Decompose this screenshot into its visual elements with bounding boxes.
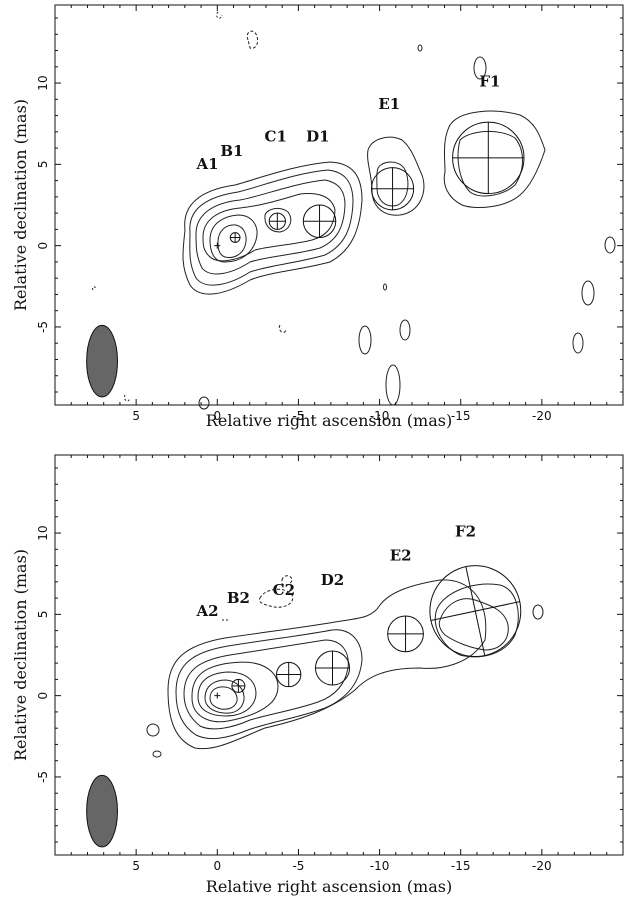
plot-frame [54,4,624,406]
contour-level-4 [191,661,279,723]
contour-f1-inner [457,131,523,197]
model-components [214,121,525,249]
noise-contour [532,604,544,620]
noise-contour [572,332,584,354]
component-axis [465,566,486,656]
noise-contour [152,750,162,758]
panel-bottom: 5 0 -5 -10 -15 -20 -5 0 5 10 A2 B2 C2 D2 E2 F2 Relativ… [11,454,624,896]
y-axis-label: Relative declination (mas) [11,99,30,311]
x-tick-label: 5 [132,859,140,873]
negative-contour [91,286,97,291]
contour-level-1 [182,161,363,295]
contour-level-2 [175,629,363,740]
component-label: D2 [321,571,344,589]
noise-contour [473,56,487,80]
component-circle [429,565,522,658]
contour-level-6 [217,224,247,258]
component-label: B1 [220,142,243,160]
axis-ticks: 5 0 -5 -10 -15 -20 -5 0 5 10 [36,5,623,423]
contour-level-5 [197,671,257,717]
noise-contour [358,325,372,355]
noise-contour [399,319,411,341]
x-tick-label: -5 [292,859,304,873]
negative-contour [259,588,294,608]
x-tick-label: -10 [370,409,390,423]
x-tick-label: 0 [213,859,221,873]
contour-level-3 [195,179,346,275]
x-tick-label: -15 [451,859,471,873]
noise-contour [198,396,210,410]
component-label: E2 [390,547,412,565]
x-axis-label: Relative right ascension (mas) [206,411,452,430]
contour-f1-outer [443,110,546,208]
y-tick-label: 10 [36,525,50,540]
contour-level-4 [202,193,336,262]
noise-contour [385,364,401,406]
contour-level-1 [167,579,487,750]
component-label: E1 [378,95,400,113]
noise-contour [383,283,387,291]
y-tick-label: -5 [36,321,50,333]
component-label: F1 [479,72,500,90]
beam [86,324,118,398]
contour-level-5 [209,214,258,263]
noise-contour [146,723,160,737]
x-axis-label: Relative right ascension (mas) [206,877,452,896]
beam-ellipse [86,324,118,398]
y-tick-label: 0 [36,692,50,700]
component-label: A2 [196,602,219,620]
beam-ellipse [86,774,118,848]
x-tick-label: -5 [292,409,304,423]
x-tick-label: 0 [213,409,221,423]
y-tick-label: 5 [36,611,50,619]
contour-level-3 [183,639,349,730]
negative-contour [124,394,131,402]
contour-map [91,11,616,410]
plot-frame [54,454,624,856]
component-label: B2 [227,589,250,607]
component-label: A1 [196,155,219,173]
y-axis-label: Relative declination (mas) [11,549,30,761]
noise-contour [604,236,616,254]
x-tick-label: -15 [451,409,471,423]
x-tick-label: -20 [532,859,552,873]
contour-map [146,575,544,758]
component-label: C2 [273,581,295,599]
contour-f2-inner [438,598,509,651]
y-tick-label: -5 [36,771,50,783]
negative-contour [216,11,223,19]
contour-e1-inner [376,161,409,207]
component-label: F2 [455,522,476,540]
x-tick-label: 5 [132,409,140,423]
component-labels: A2 B2 C2 D2 E2 F2 [196,522,477,620]
component-label: C1 [265,128,287,146]
contour-c1-core [264,207,292,233]
negative-contour [246,30,259,49]
x-tick-label: -20 [532,409,552,423]
x-tick-label: -10 [370,859,390,873]
contour-level-7 [209,686,238,710]
component-label: D1 [306,128,329,146]
noise-contour [581,280,595,306]
axis-ticks: 5 0 -5 -10 -15 -20 -5 0 5 10 [36,455,623,873]
y-tick-label: 5 [36,161,50,169]
y-tick-label: 10 [36,75,50,90]
negative-contour [278,324,287,333]
contour-level-2 [189,169,354,286]
beam [86,774,118,848]
model-components [214,565,522,699]
contour-level-6 [204,679,245,714]
noise-contour [417,44,423,52]
y-tick-label: 0 [36,242,50,250]
